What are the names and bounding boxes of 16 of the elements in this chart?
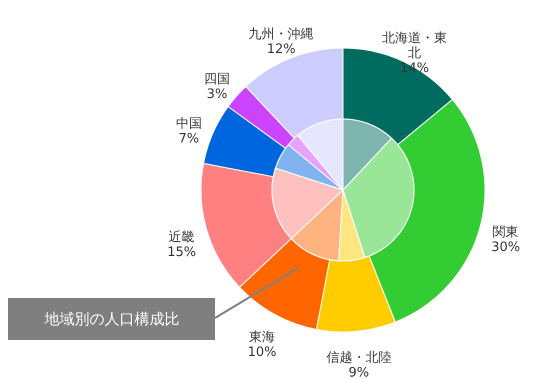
slice-label: 北海道・東北 [382,30,448,61]
text: 地域別の人口構成比 [44,310,180,328]
data-label: 7% [178,131,200,146]
slice-label: 四国 [204,72,230,87]
slice-label: 東海 [249,330,276,346]
data-label: 3% [206,86,228,102]
data-label: 30% [491,240,520,255]
data-label: 9% [348,365,370,379]
slice-label: 近畿 [168,230,195,245]
data-label: 12% [266,42,296,57]
data-label: 10% [248,345,277,360]
slice-label: 信越・北陸 [326,350,392,366]
slice-label: 中国 [176,116,202,132]
slice-label: 九州・沖縄 [248,26,314,42]
data-label: 15% [167,244,196,260]
slice-label: 関東 [492,224,519,240]
